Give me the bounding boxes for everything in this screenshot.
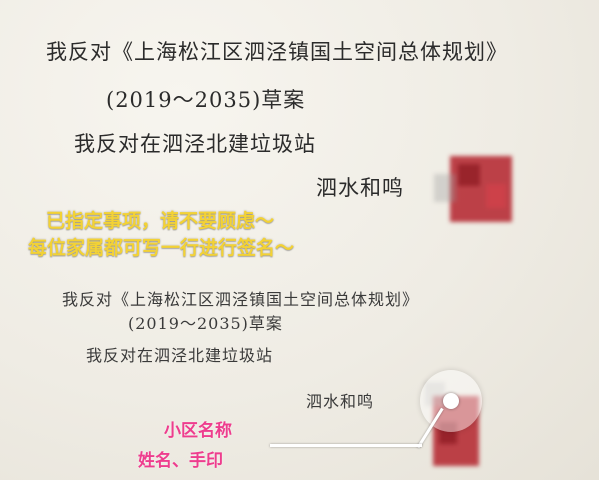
label-community-name: 小区名称 (164, 421, 232, 441)
pointer-line-horizontal (270, 444, 422, 447)
handwritten-line-5: (2019～2035)草案 (128, 314, 283, 333)
handwritten-line-6: 我反对在泗泾北建垃圾站 (86, 346, 274, 365)
label-name-and-fingerprint: 姓名、手印 (138, 451, 223, 471)
instruction-text-1: 已指定事项，请不要顾虑～ (46, 210, 275, 232)
handwritten-line-3: 我反对在泗泾北建垃圾站 (74, 132, 316, 156)
handwritten-signature: 泗水和鸣 (316, 176, 404, 200)
fingerprint-stamp-bottom (425, 382, 479, 466)
pointer-dot (443, 393, 459, 409)
handwritten-signature-2: 泗水和鸣 (306, 392, 375, 411)
handwritten-line-4: 我反对《上海松江区泗泾镇国土空间总体规划》 (62, 290, 420, 309)
fingerprint-stamp-top (434, 156, 512, 222)
handwritten-line-2: (2019～2035)草案 (106, 88, 306, 112)
instruction-text-2: 每位家属都可写一行进行签名～ (28, 237, 295, 259)
handwritten-line-1: 我反对《上海松江区泗泾镇国土空间总体规划》 (46, 40, 508, 64)
